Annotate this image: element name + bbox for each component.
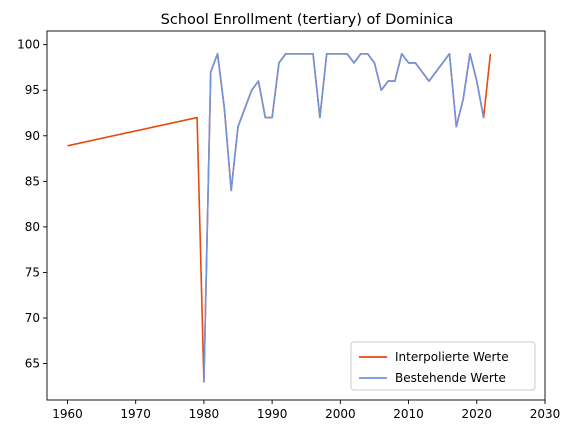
series-line-2 [203,52,485,382]
legend: Interpolierte Werte Bestehende Werte [350,341,536,391]
x-tick-label: 1990 [257,407,288,421]
x-tick-label: 2020 [462,407,493,421]
x-axis: 1960 1970 1980 1990 2000 2010 2020 2030 [52,400,560,421]
y-tick-label: 90 [25,129,40,143]
x-tick-label: 1980 [189,407,220,421]
y-tick-label: 85 [25,174,40,188]
y-tick-label: 75 [25,265,40,279]
x-tick-label: 1960 [52,407,83,421]
x-tick-label: 2010 [393,407,424,421]
y-axis: 65 70 75 80 85 90 95 100 [17,38,47,371]
x-tick-label: 2000 [325,407,356,421]
y-tick-label: 95 [25,83,40,97]
y-tick-label: 70 [25,311,40,325]
legend-label-1: Interpolierte Werte [395,350,509,364]
y-tick-label: 65 [25,357,40,371]
y-tick-label: 100 [17,38,40,52]
x-tick-label: 2030 [530,407,561,421]
legend-box [350,341,536,391]
plot-area [46,30,546,401]
y-tick-label: 80 [25,220,40,234]
chart-title: School Enrollment (tertiary) of Dominica [161,12,454,28]
plot-frame [46,30,546,401]
x-tick-label: 1970 [120,407,151,421]
series-line-1 [67,52,492,383]
legend-label-2: Bestehende Werte [395,371,506,385]
